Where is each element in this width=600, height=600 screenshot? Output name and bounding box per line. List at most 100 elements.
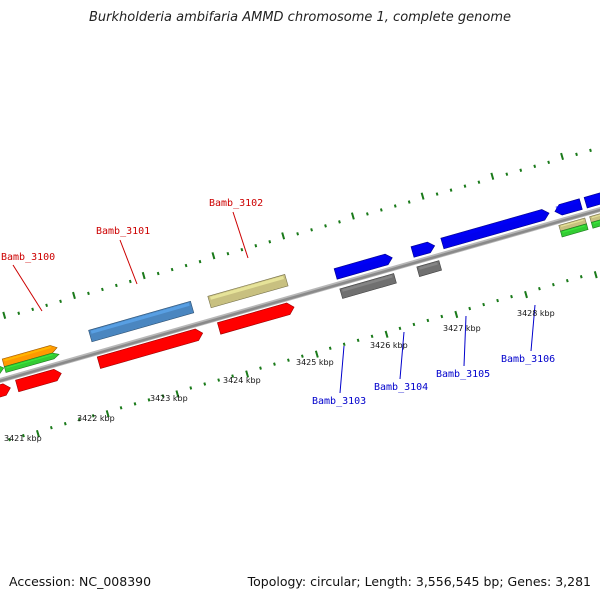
gene-blue-small-highlight (555, 200, 579, 210)
gene-red-3100 (15, 368, 62, 393)
inner-tick (579, 275, 583, 279)
gene-blue-3105-highlight (443, 210, 543, 242)
gene-label-bottom: Bamb_3106 (501, 354, 555, 365)
inner-tick (22, 433, 25, 438)
inner-tick (245, 370, 250, 378)
outer-tick (575, 152, 578, 157)
gene-green-left (0, 366, 5, 374)
gene-blue-small (554, 198, 583, 216)
gene-green-small-highlight (562, 225, 586, 233)
outer-tick (435, 192, 439, 196)
gene-steel (88, 300, 195, 343)
gene-red-3101-body (96, 328, 204, 369)
outer-tick (505, 172, 509, 176)
scale-label: 3427 kbp (443, 324, 481, 333)
outer-tick (128, 279, 132, 284)
backbone (0, 206, 600, 384)
inner-tick (356, 338, 360, 343)
outer-tick (254, 244, 258, 248)
outer-tick (101, 287, 104, 292)
gene-gray-3103-highlight (342, 275, 393, 292)
outer-tick (365, 212, 369, 216)
gene-red-3101-highlight (99, 329, 197, 361)
gene-green-right-highlight (593, 220, 600, 224)
inner-tick (510, 294, 513, 299)
outer-tick (170, 267, 174, 272)
outer-tick (141, 271, 146, 280)
inner-tick (538, 286, 541, 291)
gene-blue-3106-body (583, 192, 600, 209)
inner-tick (189, 386, 193, 390)
gene-red-3100-highlight (17, 370, 56, 384)
outer-tick (324, 224, 327, 228)
inner-tick (551, 282, 555, 287)
gene-blue-3104 (410, 241, 436, 258)
outer-tick (17, 311, 21, 315)
inner-tick (133, 402, 137, 406)
outer-tick (477, 180, 481, 184)
outer-tick (310, 228, 313, 232)
gene-green-small (560, 223, 589, 238)
inner-tick (370, 334, 374, 339)
outer-tick (114, 283, 118, 288)
leader-bottom (463, 315, 467, 367)
inner-tick (300, 354, 304, 358)
gene-label-top: Bamb_3102 (209, 198, 263, 209)
gene-blue-3106-highlight (586, 193, 600, 201)
leader-top (119, 239, 138, 285)
gene-gray-3104 (416, 260, 442, 277)
inner-tick (231, 374, 235, 378)
outer-tick (560, 152, 564, 161)
gene-green-highlight (6, 354, 53, 369)
outer-tick (490, 172, 495, 180)
gene-gray-3103 (339, 273, 397, 299)
gene-red-3102 (217, 302, 295, 335)
gene-red-3100-body (15, 368, 62, 393)
inner-tick (524, 290, 528, 299)
outer-tick (184, 263, 188, 268)
gene-blue-3103-body (333, 253, 393, 280)
outer-tick (449, 188, 453, 192)
gene-green-left-body (0, 366, 5, 374)
inner-tick (328, 346, 332, 350)
inner-tick (91, 414, 95, 418)
map-title: Burkholderia ambifaria AMMD chromosome 1… (88, 10, 512, 25)
scale-label: 3426 kbp (370, 341, 408, 350)
outer-tick (45, 303, 49, 308)
scale-label: 3428 kbp (517, 309, 555, 318)
gene-features (0, 192, 600, 398)
inner-tick (565, 279, 569, 283)
outer-tick (156, 271, 160, 276)
inner-tick (203, 382, 207, 386)
gene-green (3, 352, 60, 373)
outer-tick (296, 232, 300, 236)
outer-tick (2, 311, 7, 319)
gene-blue-3106 (583, 192, 600, 209)
labels: 3421 kbp 3422 kbp 3423 kbp 3424 kbp 3425 kbp… (1, 198, 555, 443)
inner-tick (314, 350, 319, 358)
outer-tick (420, 192, 425, 200)
leader-bottom (339, 345, 345, 394)
outer-tick (211, 252, 216, 260)
gene-blue-3104-highlight (413, 243, 429, 250)
inner-tick (440, 314, 444, 319)
inner-tick (8, 437, 11, 442)
gene-gray-3104-highlight (419, 262, 438, 270)
gene-orange-body (1, 345, 58, 368)
leader-top (232, 211, 249, 259)
gene-khaki-small-highlight (561, 219, 584, 227)
gene-green-body (3, 352, 60, 373)
inner-tick (119, 406, 123, 410)
outer-tick (589, 148, 592, 153)
inner-tick (105, 410, 110, 418)
outer-tick (519, 168, 523, 172)
inner-tick (161, 394, 165, 398)
scale-label: 3422 kbp (77, 414, 115, 423)
outer-tick (59, 299, 62, 304)
gene-blue-3103-highlight (336, 255, 387, 272)
outer-tick (87, 291, 90, 296)
outer-tick (379, 208, 383, 212)
outer-tick (350, 212, 355, 220)
gene-red-left (0, 383, 11, 398)
outer-tick (533, 164, 537, 168)
